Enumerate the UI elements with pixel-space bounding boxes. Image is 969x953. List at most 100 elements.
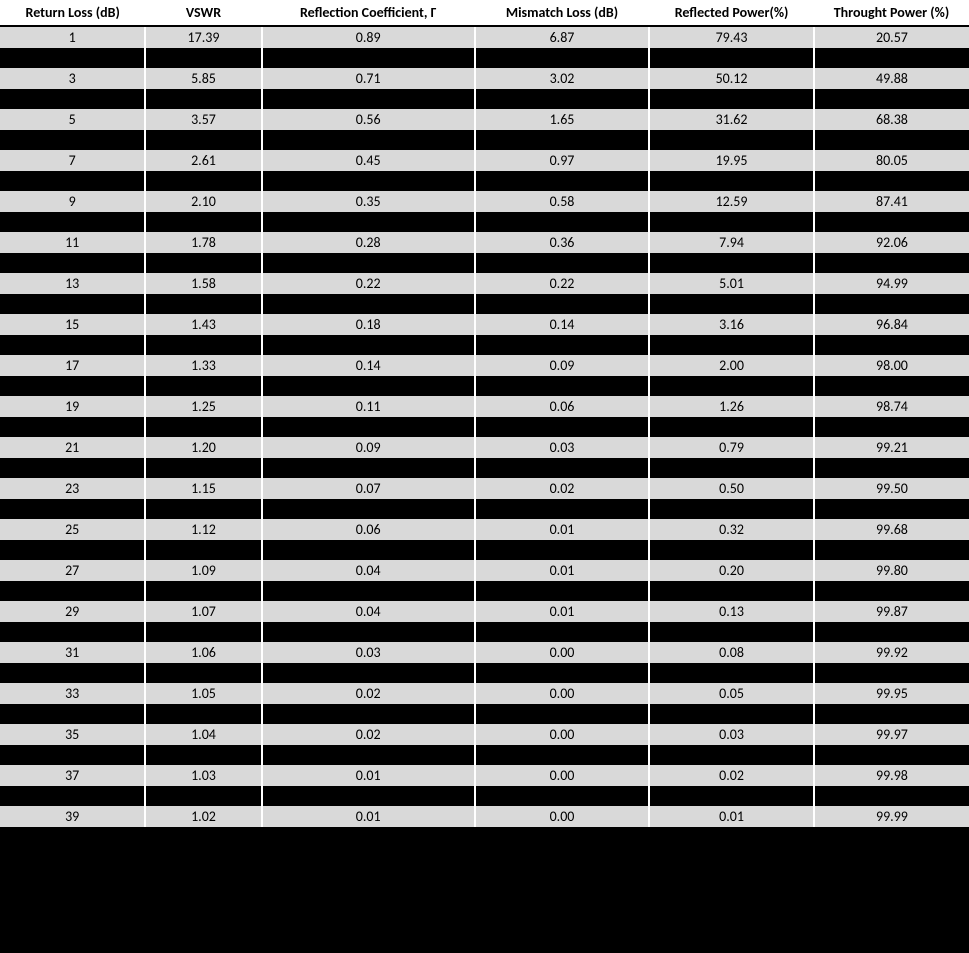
table-spacer-cell bbox=[0, 130, 145, 150]
table-cell: 35 bbox=[0, 724, 145, 745]
table-spacer-cell bbox=[475, 581, 649, 601]
table-cell: 0.22 bbox=[475, 273, 649, 294]
table-row: 271.090.040.010.2099.80 bbox=[0, 560, 969, 581]
table-cell: 0.58 bbox=[475, 191, 649, 212]
table-cell: 33 bbox=[0, 683, 145, 704]
table-cell: 0.03 bbox=[649, 724, 814, 745]
table-spacer-cell bbox=[475, 253, 649, 273]
table-spacer-row bbox=[0, 294, 969, 314]
table-cell: 12.59 bbox=[649, 191, 814, 212]
table-cell: 27 bbox=[0, 560, 145, 581]
table-cell: 1.25 bbox=[145, 396, 261, 417]
table-spacer-row bbox=[0, 335, 969, 355]
table-spacer-cell bbox=[475, 458, 649, 478]
table-spacer-row bbox=[0, 48, 969, 68]
table-spacer-row bbox=[0, 663, 969, 683]
table-spacer-cell bbox=[145, 294, 261, 314]
table-cell: 1 bbox=[0, 26, 145, 48]
table-cell: 99.97 bbox=[814, 724, 969, 745]
table-cell: 0.01 bbox=[475, 519, 649, 540]
table-cell: 0.03 bbox=[475, 437, 649, 458]
table-row: 131.580.220.225.0194.99 bbox=[0, 273, 969, 294]
table-spacer-cell bbox=[814, 335, 969, 355]
table-cell: 0.02 bbox=[262, 683, 475, 704]
table-spacer-cell bbox=[262, 458, 475, 478]
table-spacer-cell bbox=[0, 48, 145, 68]
table-spacer-cell bbox=[262, 171, 475, 191]
table-cell: 0.02 bbox=[649, 765, 814, 786]
table-cell: 1.58 bbox=[145, 273, 261, 294]
table-cell: 0.32 bbox=[649, 519, 814, 540]
table-cell: 0.06 bbox=[475, 396, 649, 417]
table-spacer-cell bbox=[649, 48, 814, 68]
table-spacer-cell bbox=[649, 376, 814, 396]
table-spacer-cell bbox=[475, 499, 649, 519]
table-cell: 5 bbox=[0, 109, 145, 130]
table-cell: 0.18 bbox=[262, 314, 475, 335]
table-cell: 2.00 bbox=[649, 355, 814, 376]
table-spacer-cell bbox=[814, 212, 969, 232]
table-spacer-row bbox=[0, 786, 969, 806]
table-cell: 0.05 bbox=[649, 683, 814, 704]
table-cell: 0.00 bbox=[475, 806, 649, 827]
table-spacer-row bbox=[0, 253, 969, 273]
table-cell: 31 bbox=[0, 642, 145, 663]
table-cell: 0.11 bbox=[262, 396, 475, 417]
table-cell: 98.74 bbox=[814, 396, 969, 417]
table-cell: 0.00 bbox=[475, 683, 649, 704]
table-row: 72.610.450.9719.9580.05 bbox=[0, 150, 969, 171]
table-cell: 0.04 bbox=[262, 601, 475, 622]
table-cell: 1.04 bbox=[145, 724, 261, 745]
table-spacer-cell bbox=[475, 335, 649, 355]
table-spacer-cell bbox=[475, 540, 649, 560]
table-cell: 0.20 bbox=[649, 560, 814, 581]
table-row: 35.850.713.0250.1249.88 bbox=[0, 68, 969, 89]
table-spacer-cell bbox=[262, 622, 475, 642]
table-cell: 13 bbox=[0, 273, 145, 294]
header-through-power: Throught Power (%) bbox=[814, 0, 969, 26]
table-cell: 0.00 bbox=[475, 642, 649, 663]
table-spacer-cell bbox=[649, 745, 814, 765]
table-cell: 31.62 bbox=[649, 109, 814, 130]
table-row: 211.200.090.030.7999.21 bbox=[0, 437, 969, 458]
table-cell: 92.06 bbox=[814, 232, 969, 253]
table-spacer-cell bbox=[814, 417, 969, 437]
table-spacer-row bbox=[0, 581, 969, 601]
table-cell: 0.71 bbox=[262, 68, 475, 89]
table-spacer-cell bbox=[814, 89, 969, 109]
table-spacer-cell bbox=[649, 704, 814, 724]
table-cell: 99.98 bbox=[814, 765, 969, 786]
table-cell: 9 bbox=[0, 191, 145, 212]
table-spacer-row bbox=[0, 417, 969, 437]
table-spacer-cell bbox=[145, 130, 261, 150]
table-cell: 0.28 bbox=[262, 232, 475, 253]
table-cell: 25 bbox=[0, 519, 145, 540]
table-spacer-cell bbox=[262, 212, 475, 232]
table-spacer-cell bbox=[145, 253, 261, 273]
table-cell: 3.16 bbox=[649, 314, 814, 335]
table-row: 231.150.070.020.5099.50 bbox=[0, 478, 969, 499]
table-spacer-cell bbox=[262, 130, 475, 150]
table-cell: 19.95 bbox=[649, 150, 814, 171]
table-spacer-cell bbox=[0, 499, 145, 519]
table-cell: 87.41 bbox=[814, 191, 969, 212]
table-spacer-cell bbox=[0, 458, 145, 478]
table-row: 191.250.110.061.2698.74 bbox=[0, 396, 969, 417]
table-spacer-cell bbox=[262, 663, 475, 683]
table-cell: 96.84 bbox=[814, 314, 969, 335]
table-cell: 39 bbox=[0, 806, 145, 827]
table-row: 251.120.060.010.3299.68 bbox=[0, 519, 969, 540]
table-spacer-row bbox=[0, 458, 969, 478]
table-spacer-row bbox=[0, 89, 969, 109]
table-cell: 0.89 bbox=[262, 26, 475, 48]
table-spacer-cell bbox=[145, 335, 261, 355]
table-cell: 0.03 bbox=[262, 642, 475, 663]
table-spacer-cell bbox=[0, 581, 145, 601]
table-cell: 0.01 bbox=[262, 806, 475, 827]
table-spacer-cell bbox=[814, 622, 969, 642]
table-spacer-cell bbox=[475, 417, 649, 437]
table-cell: 98.00 bbox=[814, 355, 969, 376]
table-cell: 99.21 bbox=[814, 437, 969, 458]
table-spacer-cell bbox=[649, 335, 814, 355]
table-cell: 23 bbox=[0, 478, 145, 499]
